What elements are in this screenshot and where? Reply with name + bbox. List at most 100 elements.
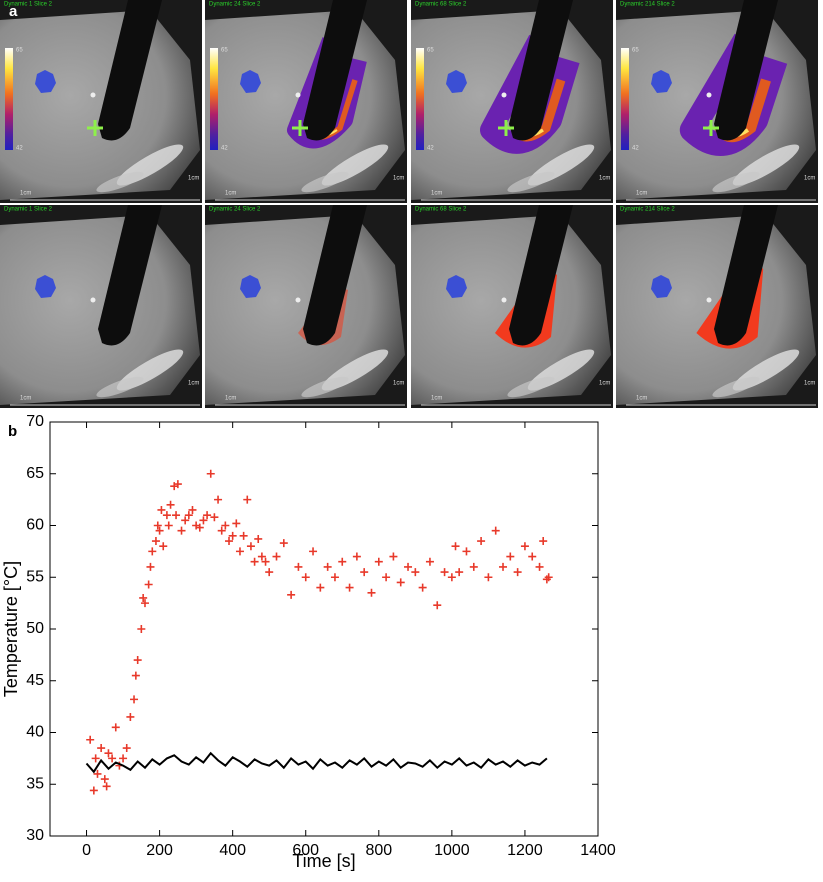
x-tick-label: 600 <box>292 842 319 859</box>
x-tick-label: 800 <box>365 842 392 859</box>
scatter-point <box>100 775 109 784</box>
scale-label: 1cm <box>20 191 31 197</box>
tile-label: Dynamic 24 Slice 2 <box>209 2 261 8</box>
scatter-point <box>139 593 148 602</box>
x-tick-label: 0 <box>82 842 91 859</box>
scatter-point <box>89 786 98 795</box>
mri-tile: Dynamic 1 Slice 2 1cm 1cm <box>0 205 202 408</box>
scatter-point <box>119 754 128 763</box>
scatter-point <box>272 552 281 561</box>
y-tick-label: 70 <box>26 413 44 430</box>
tile-label: Dynamic 68 Slice 2 <box>415 207 467 213</box>
scatter-point <box>155 526 164 535</box>
bright-structure <box>96 171 144 193</box>
scatter-point <box>246 542 255 551</box>
tile-label: Dynamic 214 Slice 2 <box>620 207 675 213</box>
scale-label: 1cm <box>431 191 442 197</box>
needle <box>303 0 367 141</box>
x-tick-label: 400 <box>219 842 246 859</box>
colorbar-tick-label: 42 <box>16 146 23 152</box>
scatter-point <box>159 542 168 551</box>
scatter-point <box>206 469 215 478</box>
scatter-point <box>433 601 442 610</box>
blue-marker <box>35 275 56 298</box>
scatter-point <box>469 562 478 571</box>
tile-label: Dynamic 214 Slice 2 <box>620 2 675 8</box>
bright-structure <box>712 171 760 193</box>
colorbar-tick-label: 42 <box>221 146 228 152</box>
scatter-point <box>203 511 212 520</box>
temperature-line <box>85 751 548 774</box>
tissue <box>205 215 405 405</box>
plot-frame <box>49 421 599 837</box>
y-axis-label: Temperature [°C] <box>1 561 21 697</box>
scatter-point <box>520 542 529 551</box>
scatter-point <box>345 583 354 592</box>
bright-structure <box>301 376 349 398</box>
scale-label: 1cm <box>599 176 610 182</box>
scatter-point <box>108 754 117 763</box>
scatter-point <box>214 495 223 504</box>
needle <box>714 0 778 141</box>
bright-spot <box>501 92 507 98</box>
bright-structure <box>712 376 760 398</box>
scatter-point <box>440 568 449 577</box>
scatter-point <box>140 599 149 608</box>
scatter-point <box>294 562 303 571</box>
scatter-point <box>232 519 241 528</box>
bright-structure <box>507 376 555 398</box>
green-cross <box>87 120 103 136</box>
scatter-point <box>250 557 259 566</box>
scatter-point <box>254 534 263 543</box>
scatter-point <box>225 537 234 546</box>
scatter-point <box>338 557 347 566</box>
scatter-point <box>195 523 204 532</box>
y-tick-label: 45 <box>26 672 44 689</box>
scatter-point <box>539 537 548 546</box>
scatter-point <box>173 480 182 489</box>
scatter-point <box>91 754 100 763</box>
scatter-point <box>301 573 310 582</box>
scatter-point <box>188 505 197 514</box>
scatter-point <box>102 782 111 791</box>
colorbar <box>416 48 424 150</box>
scatter-point <box>455 568 464 577</box>
scatter-point <box>506 552 515 561</box>
scatter-point <box>528 552 537 561</box>
scatter-point <box>162 511 171 520</box>
x-tick-label: 1400 <box>580 842 616 859</box>
needle <box>98 0 162 141</box>
colorbar-tick-label: 65 <box>221 48 228 54</box>
scatter-point <box>451 542 460 551</box>
scatter-point <box>210 513 219 522</box>
tile-label: Dynamic 24 Slice 2 <box>209 207 261 213</box>
scatter-point <box>513 568 522 577</box>
scatter-point <box>477 537 486 546</box>
bright-spot <box>295 92 301 98</box>
scale-label: 1cm <box>804 176 815 182</box>
scatter-point <box>404 562 413 571</box>
needle <box>98 205 162 346</box>
scatter-point <box>544 573 553 582</box>
scale-label: 1cm <box>225 396 236 402</box>
scatter-point <box>86 735 95 744</box>
scale-label: 1cm <box>431 396 442 402</box>
scatter-point <box>257 552 266 561</box>
blue-marker <box>651 275 672 298</box>
scatter-point <box>535 562 544 571</box>
scale-label: 1cm <box>20 396 31 402</box>
x-tick-label: 200 <box>146 842 173 859</box>
scatter-point <box>148 547 157 556</box>
scatter-point <box>360 568 369 577</box>
y-tick-label: 40 <box>26 724 44 741</box>
scatter-point <box>425 557 434 566</box>
blue-marker <box>240 70 261 93</box>
colorbar-tick-label: 42 <box>427 146 434 152</box>
scatter-point <box>93 769 102 778</box>
scatter-point <box>309 547 318 556</box>
bright-spot <box>295 297 301 303</box>
scatter-point <box>122 744 131 753</box>
tissue <box>411 215 611 405</box>
scatter-point <box>316 583 325 592</box>
